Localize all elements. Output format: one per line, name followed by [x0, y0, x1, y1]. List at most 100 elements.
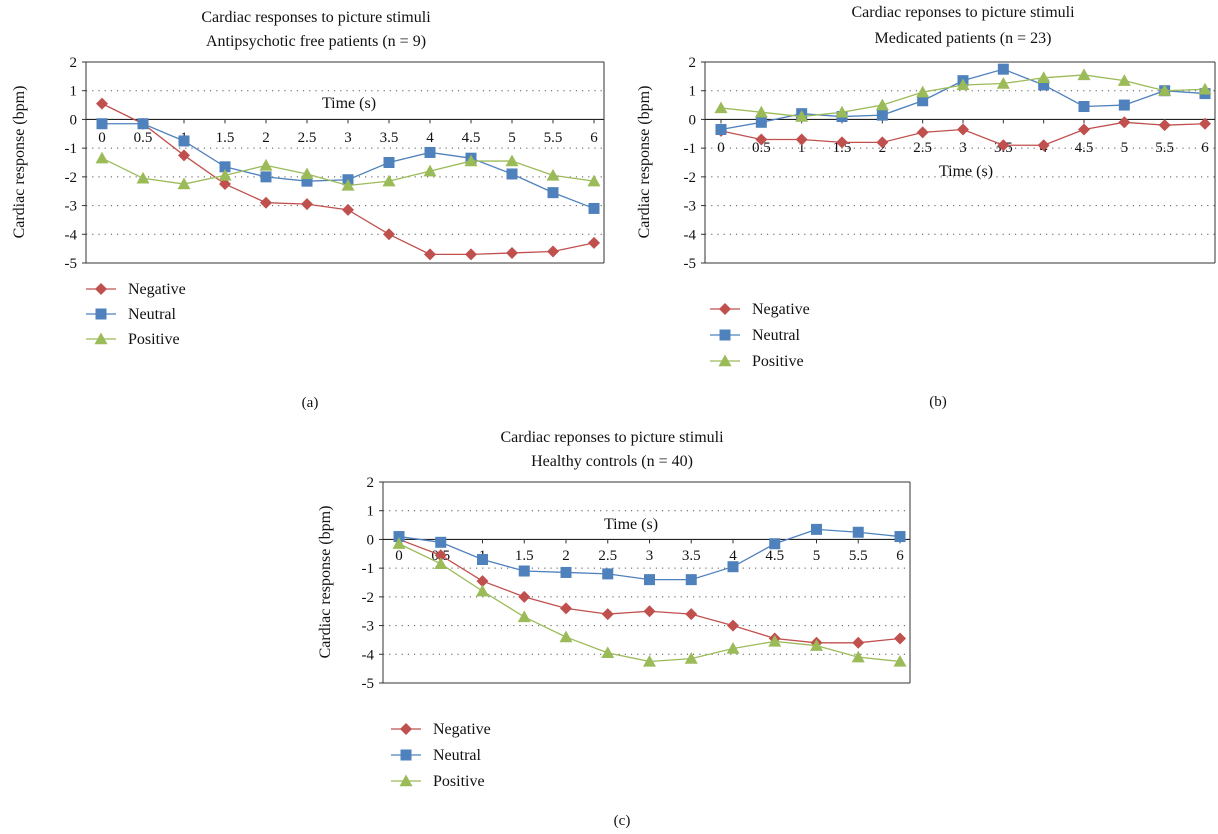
x-tick-label: 2.5 [913, 140, 932, 156]
data-point [547, 187, 559, 199]
data-point [341, 178, 355, 191]
x-tick-label: 1 [798, 140, 806, 156]
data-point [916, 85, 930, 98]
data-point [810, 639, 823, 651]
legend-label: Positive [128, 331, 180, 348]
y-tick-label: -2 [65, 170, 78, 186]
data-point [587, 174, 601, 187]
y-tick-label: 1 [367, 504, 375, 520]
x-tick-label: 3.5 [682, 548, 701, 564]
data-point [893, 654, 907, 667]
y-tick-label: 2 [689, 55, 697, 71]
data-point [996, 77, 1010, 89]
y-tick-label: 0 [367, 532, 375, 548]
data-point [518, 565, 530, 577]
data-point [894, 632, 906, 645]
x-tick-label: 1.5 [515, 548, 534, 564]
data-point [178, 135, 190, 147]
y-tick-label: -4 [65, 227, 78, 243]
data-point [916, 126, 929, 139]
data-point [300, 167, 314, 180]
data-point [219, 161, 231, 173]
data-point [851, 650, 865, 663]
data-point [685, 574, 697, 586]
data-point [755, 133, 768, 146]
data-point [506, 246, 518, 259]
data-point [836, 136, 848, 149]
series-positive [714, 68, 1212, 122]
legend-marker [94, 332, 108, 345]
data-point [476, 584, 489, 597]
data-point [1038, 79, 1050, 91]
x-tick-label: 4 [729, 548, 737, 564]
data-point [852, 526, 864, 538]
x-tick-label: 5 [813, 548, 821, 564]
data-point [726, 642, 740, 654]
data-point [769, 538, 781, 550]
x-tick-label: 2.5 [298, 130, 317, 146]
y-tick-label: -4 [684, 227, 697, 243]
data-point [917, 95, 929, 107]
data-point [852, 636, 865, 649]
data-point [588, 202, 600, 214]
data-point [714, 101, 728, 114]
y-axis-label: Cardiac response (bpm) [636, 86, 653, 239]
data-point [434, 557, 448, 570]
legend-marker [400, 749, 412, 761]
x-tick-label: 0 [98, 130, 106, 146]
data-point [342, 203, 354, 216]
data-point [835, 105, 849, 118]
panel-label: (c) [614, 813, 631, 829]
data-point [715, 123, 727, 135]
legend-marker [718, 354, 732, 367]
x-tick-label: 5 [1121, 140, 1129, 156]
y-tick-label: -5 [362, 676, 375, 692]
data-point [588, 236, 600, 249]
data-point [464, 154, 478, 167]
chart-subtitle: Medicated patients (n = 23) [875, 30, 1052, 47]
legend-marker [95, 283, 107, 295]
data-point [517, 610, 531, 623]
series-positive [95, 151, 601, 191]
data-point [259, 158, 273, 171]
y-tick-label: -1 [65, 141, 78, 157]
x-axis-label: Time (s) [939, 163, 993, 180]
x-tick-label: 3 [344, 130, 352, 146]
data-point [96, 118, 108, 130]
data-point [301, 198, 313, 211]
chart-panel-3: Cardiac reponses to picture stimuli Healt… [317, 429, 911, 829]
data-point [1077, 68, 1091, 81]
data-point [476, 575, 489, 588]
data-point [136, 171, 150, 184]
x-tick-label: 0.5 [134, 130, 153, 146]
y-tick-label: 1 [70, 84, 78, 100]
x-tick-label: 0.5 [752, 140, 771, 156]
data-point [506, 168, 518, 180]
data-point [546, 168, 560, 181]
data-point [1118, 116, 1131, 129]
data-point [956, 78, 970, 91]
x-axis-label: Time (s) [322, 95, 376, 112]
data-point [424, 146, 436, 158]
x-axis-label: Time (s) [604, 516, 658, 533]
data-point [1198, 82, 1212, 95]
series-neutral [393, 523, 906, 586]
x-tick-label: 4 [426, 130, 434, 146]
data-point [96, 97, 108, 110]
legend-marker [719, 303, 731, 315]
x-tick-label: 4.5 [462, 130, 481, 146]
x-tick-label: 3 [959, 140, 967, 156]
data-point [1037, 71, 1051, 83]
data-point [876, 136, 889, 149]
data-point [1118, 99, 1130, 111]
data-point [382, 174, 396, 187]
chart-title: Cardiac reponses to picture stimuli [851, 4, 1075, 21]
legend: Negative Neutral Positive [391, 721, 491, 790]
data-point [505, 154, 519, 167]
data-point [178, 149, 190, 162]
legend-label: Positive [433, 773, 485, 790]
x-tick-label: 5.5 [544, 130, 563, 146]
y-tick-label: 1 [689, 84, 697, 100]
y-tick-label: -1 [684, 141, 697, 157]
data-point [1158, 119, 1171, 132]
